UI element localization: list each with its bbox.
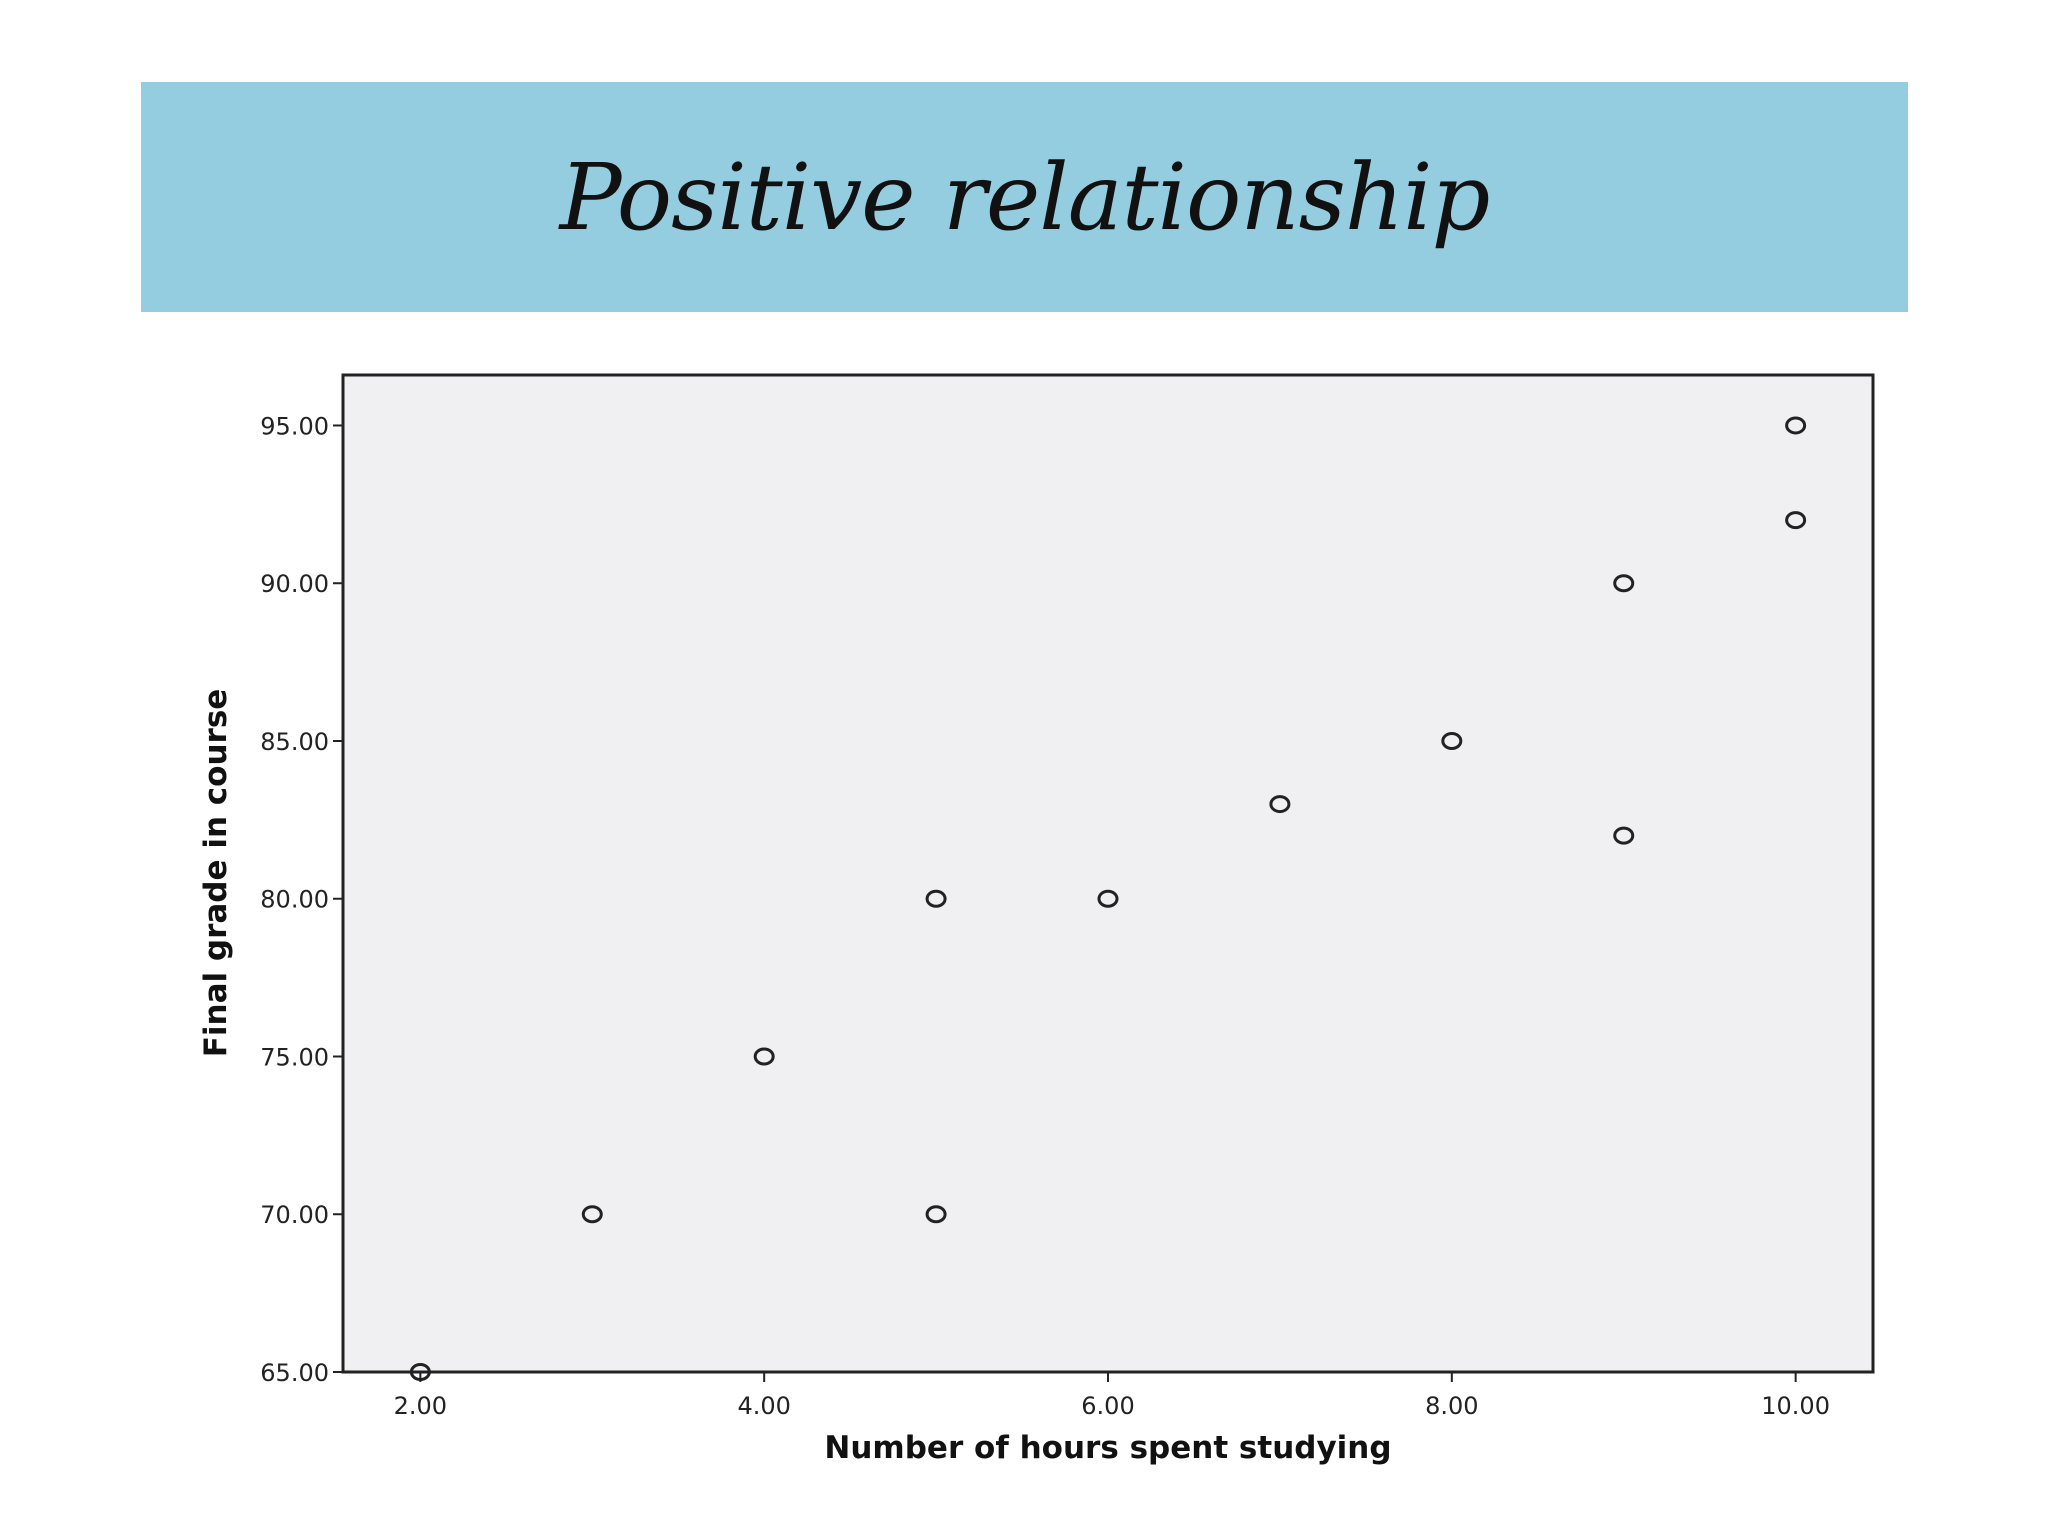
slide-title: Positive relationship	[559, 143, 1491, 251]
x-axis-label: Number of hours spent studying	[824, 1430, 1391, 1466]
x-tick-label: 10.00	[1761, 1392, 1830, 1420]
y-tick-label: 75.00	[260, 1043, 329, 1071]
data-point	[1441, 731, 1463, 750]
y-axis-label: Final grade in course	[198, 689, 234, 1058]
x-axis-ticks: 2.00 4.00 6.00 8.00 10.00	[394, 1372, 1830, 1420]
data-point	[1613, 826, 1635, 845]
data-point	[1269, 795, 1291, 814]
x-tick-label: 2.00	[394, 1392, 447, 1420]
y-tick-label: 90.00	[260, 570, 329, 598]
y-tick-label: 85.00	[260, 728, 329, 756]
data-point	[581, 1205, 603, 1224]
data-point	[925, 1205, 947, 1224]
y-tick-label: 65.00	[260, 1359, 329, 1387]
x-tick-label: 6.00	[1081, 1392, 1134, 1420]
y-tick-label: 95.00	[260, 412, 329, 440]
data-point	[753, 1047, 775, 1066]
data-points	[409, 416, 1807, 1381]
x-tick-label: 4.00	[737, 1392, 790, 1420]
y-tick-label: 70.00	[260, 1201, 329, 1229]
data-point	[925, 889, 947, 908]
y-axis-ticks: 65.00 70.00 75.00 80.00 85.00 90.00 95.00	[260, 412, 343, 1387]
data-point	[1785, 416, 1807, 435]
data-point	[409, 1363, 431, 1381]
scatter-chart-container: 65.00 70.00 75.00 80.00 85.00 90.00 95.00 2.00…	[0, 330, 2048, 1536]
y-tick-label: 80.00	[260, 886, 329, 914]
scatter-chart: 65.00 70.00 75.00 80.00 85.00 90.00 95.00 2.00…	[198, 373, 1875, 1466]
data-point	[1097, 889, 1119, 908]
title-banner: Positive relationship	[141, 82, 1908, 312]
plot-area	[341, 373, 1875, 1374]
data-point	[1785, 511, 1807, 530]
x-tick-label: 8.00	[1425, 1392, 1478, 1420]
data-point	[1613, 574, 1635, 593]
